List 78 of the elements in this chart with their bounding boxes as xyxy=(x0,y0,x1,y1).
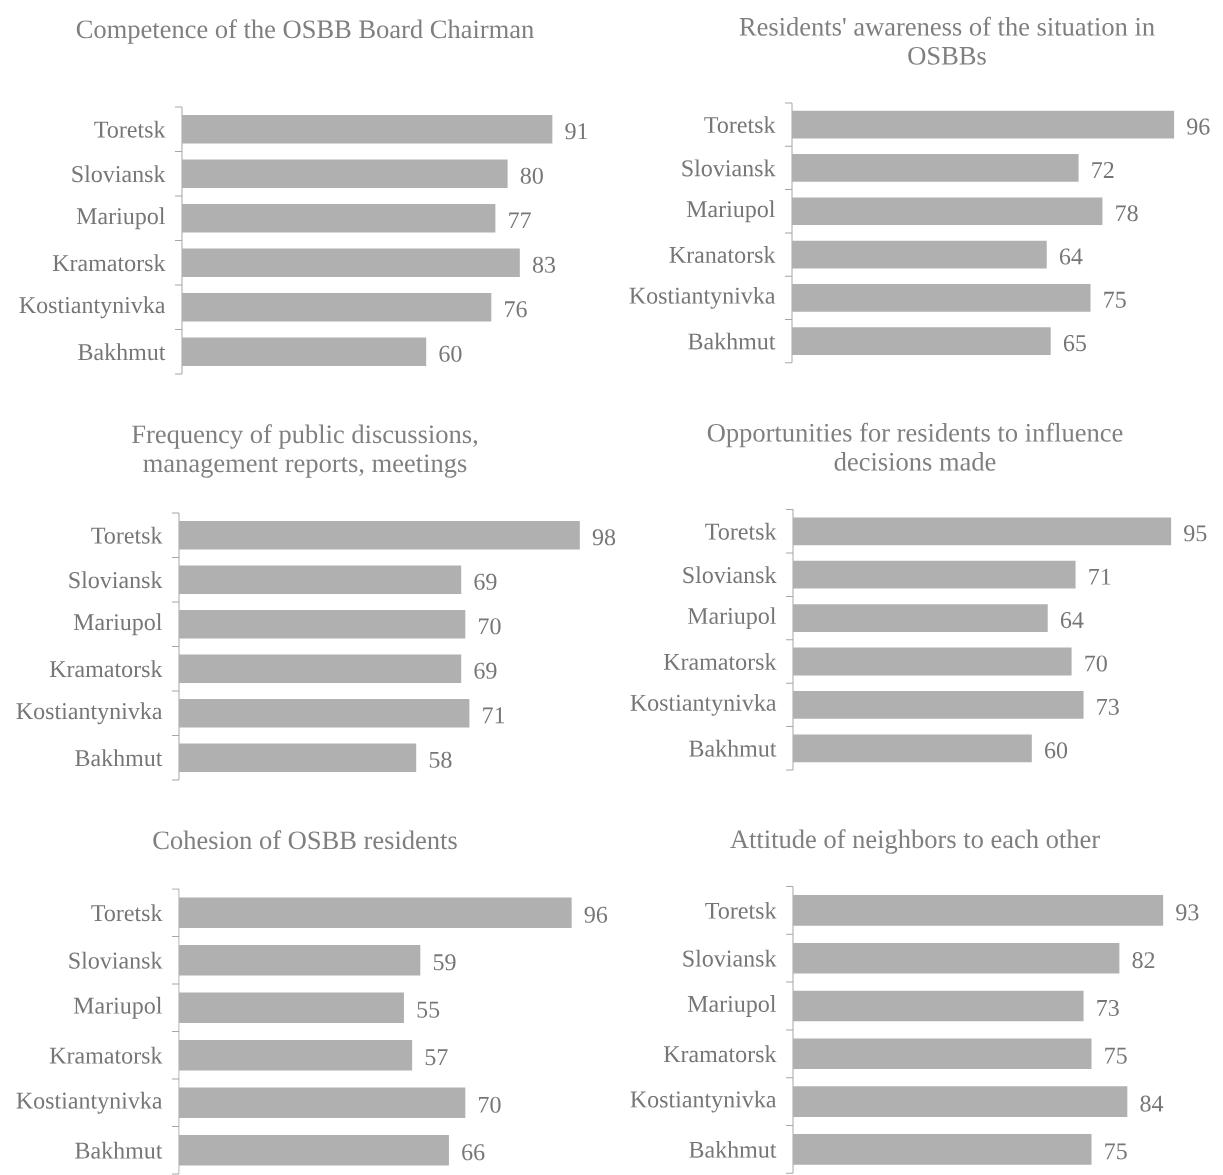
chart-title: Competence of the OSBB Board Chairman xyxy=(76,19,534,44)
data-label: 72 xyxy=(1092,162,1114,178)
data-label: 64 xyxy=(1060,612,1084,629)
data-label: 75 xyxy=(1104,291,1126,308)
data-label: 91 xyxy=(565,123,588,140)
data-label: 60 xyxy=(439,345,462,362)
data-label: 76 xyxy=(505,301,527,318)
data-label: 70 xyxy=(1085,655,1107,672)
data-label: 71 xyxy=(1089,568,1111,585)
data-label: 57 xyxy=(425,1049,448,1066)
y-tick-label: Kramatorsk xyxy=(663,1045,777,1063)
y-tick-label: Bakhmut xyxy=(75,749,163,767)
data-label: 69 xyxy=(474,662,497,679)
y-tick-label: Bakhmut xyxy=(78,343,166,361)
y-tick-label: Kostiantynivka xyxy=(19,296,166,319)
y-tick-label: Sloviansk xyxy=(72,165,166,183)
y-tick-label: Mariupol xyxy=(73,996,162,1019)
y-tick-label: Bakhmut xyxy=(75,1141,163,1159)
y-tick-label: Toretsk xyxy=(704,116,776,134)
data-label: 64 xyxy=(1059,248,1083,265)
data-label: 96 xyxy=(1187,118,1210,135)
data-label: 75 xyxy=(1105,1047,1127,1064)
data-label: 55 xyxy=(417,1001,440,1018)
y-tick-label: Sloviansk xyxy=(682,159,776,177)
y-tick-label: Kramatorsk xyxy=(663,653,777,670)
y-tick-label: Sloviansk xyxy=(69,571,163,589)
y-tick-label: Toretsk xyxy=(705,901,777,919)
y-tick-label: Sloviansk xyxy=(683,566,777,584)
y-tick-label: Kostiantynivka xyxy=(629,286,776,309)
y-tick-label: Mariupol xyxy=(76,207,165,230)
y-tick-label: Bakhmut xyxy=(689,739,777,757)
data-label: 58 xyxy=(429,751,452,768)
y-tick-label: Sloviansk xyxy=(69,951,163,969)
data-label: 73 xyxy=(1097,698,1119,715)
y-tick-label: Kostiantynivka xyxy=(630,693,777,716)
y-tick-label: Toretsk xyxy=(91,904,163,922)
chart-title: Attitude of neighbors to each other xyxy=(730,829,1100,854)
y-tick-label: Kranatorsk xyxy=(669,246,776,263)
data-label: 84 xyxy=(1140,1095,1164,1112)
y-tick-label: Bakhmut xyxy=(689,1140,777,1158)
y-tick-label: Kramatorsk xyxy=(49,1046,163,1064)
y-tick-label: Mariupol xyxy=(686,200,775,223)
data-label: 82 xyxy=(1132,952,1155,969)
chart-title: Opportunities for residents to influence decisions made xyxy=(707,422,1123,471)
y-tick-label: Toretsk xyxy=(91,526,163,544)
y-tick-label: Mariupol xyxy=(687,995,776,1017)
data-label: 80 xyxy=(520,167,543,184)
data-label: 95 xyxy=(1184,525,1207,542)
chart-title: Cohesion of OSBB residents xyxy=(153,830,457,850)
data-label: 75 xyxy=(1105,1143,1127,1160)
data-label: 70 xyxy=(479,1096,501,1113)
data-label: 93 xyxy=(1176,904,1199,921)
data-label: 73 xyxy=(1097,999,1119,1017)
data-label: 77 xyxy=(509,212,531,229)
data-label: 83 xyxy=(532,256,556,273)
y-tick-label: Mariupol xyxy=(73,613,162,636)
data-label: 59 xyxy=(433,954,456,971)
y-tick-label: Kramatorsk xyxy=(49,660,163,678)
data-label: 71 xyxy=(483,707,505,724)
y-tick-label: Kostiantynivka xyxy=(630,1090,777,1113)
data-label: 65 xyxy=(1063,335,1086,352)
data-label: 69 xyxy=(474,573,497,590)
y-tick-label: Mariupol xyxy=(687,607,776,629)
y-tick-label: Kostiantynivka xyxy=(16,702,163,725)
data-label: 78 xyxy=(1116,205,1138,222)
y-tick-label: Kramatorsk xyxy=(52,254,166,272)
data-label: 70 xyxy=(479,618,501,635)
data-label: 66 xyxy=(462,1144,485,1161)
data-label: 98 xyxy=(592,529,616,546)
y-tick-label: Toretsk xyxy=(705,522,777,540)
y-tick-label: Sloviansk xyxy=(683,949,777,967)
data-label: 60 xyxy=(1045,742,1068,759)
data-label: 96 xyxy=(584,906,608,923)
chart-title: Residents' awareness of the situation in OSBBs xyxy=(739,16,1155,65)
chart-title: Frequency of public discussions, management reports, meetings xyxy=(132,424,478,478)
y-tick-label: Kostiantynivka xyxy=(16,1091,163,1114)
y-tick-label: Bakhmut xyxy=(688,332,776,350)
y-tick-label: Toretsk xyxy=(94,120,166,138)
